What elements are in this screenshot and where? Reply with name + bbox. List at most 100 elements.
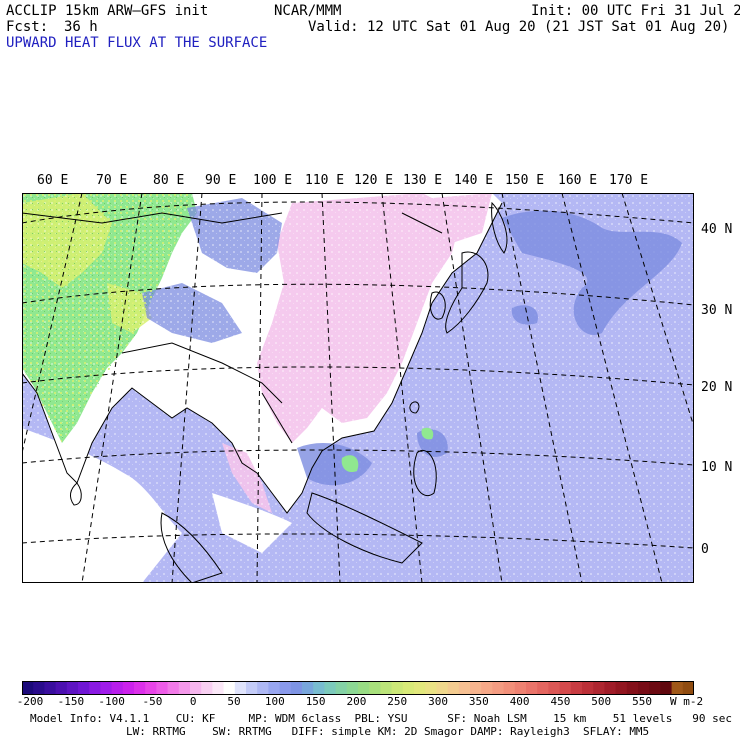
colorbar-tick-label: 450	[550, 695, 571, 708]
colorbar-swatch	[425, 681, 437, 695]
colorbar-swatch	[492, 681, 505, 695]
moderate-ocean-patch	[297, 210, 682, 486]
colorbar-swatch	[638, 681, 650, 695]
model-title: ACCLIP 15km ARW–GFS init	[6, 3, 209, 19]
colorbar-swatch	[447, 681, 460, 695]
colorbar-swatch	[346, 681, 359, 695]
colorbar-swatch	[302, 681, 314, 695]
model-info-line1: Model Info: V4.1.1 CU: KF MP: WDM 6class…	[30, 712, 732, 725]
colorbar-swatch	[660, 681, 673, 695]
colorbar-swatch	[246, 681, 258, 695]
colorbar-swatch	[145, 681, 157, 695]
lon-label: 130 E	[403, 173, 443, 188]
colorbar-swatch	[626, 681, 639, 695]
colorbar-swatch	[682, 681, 694, 695]
init-time: Init: 00 UTC Fri 31 Jul 20	[531, 3, 740, 19]
colorbar-swatch	[33, 681, 45, 695]
fcst-value: 36 h	[64, 19, 98, 35]
colorbar-swatch	[100, 681, 113, 695]
colorbar	[22, 681, 694, 695]
colorbar-tick-label: 50	[227, 695, 241, 708]
colorbar-swatch	[279, 681, 292, 695]
colorbar-swatch	[358, 681, 370, 695]
colorbar-swatch	[649, 681, 661, 695]
colorbar-swatch	[593, 681, 605, 695]
colorbar-swatch	[671, 681, 684, 695]
colorbar-swatch	[223, 681, 236, 695]
colorbar-swatch	[111, 681, 124, 695]
colorbar-swatch	[201, 681, 213, 695]
lat-label: 30 N	[701, 303, 733, 318]
colorbar-swatch	[481, 681, 493, 695]
colorbar-swatch	[89, 681, 101, 695]
colorbar-swatch	[369, 681, 381, 695]
lon-label: 110 E	[305, 173, 345, 188]
model-info-line2: LW: RRTMG SW: RRTMG DIFF: simple KM: 2D …	[126, 725, 650, 738]
colorbar-swatch	[122, 681, 135, 695]
colorbar-tick-label: 100	[264, 695, 285, 708]
colorbar-tick-label: 400	[509, 695, 530, 708]
field-title: UPWARD HEAT FLUX AT THE SURFACE	[6, 35, 268, 51]
colorbar-swatch	[190, 681, 202, 695]
colorbar-swatch	[66, 681, 79, 695]
colorbar-swatch	[436, 681, 449, 695]
colorbar-tick-label: -200	[16, 695, 44, 708]
lat-label: 0	[701, 542, 709, 557]
colorbar-swatch	[78, 681, 90, 695]
lon-label: 120 E	[354, 173, 394, 188]
colorbar-swatch	[167, 681, 180, 695]
colorbar-tick-label: -50	[142, 695, 163, 708]
coastlines	[22, 201, 508, 583]
colorbar-swatch	[290, 681, 303, 695]
colorbar-swatch	[503, 681, 516, 695]
colorbar-swatch	[570, 681, 583, 695]
colorbar-swatch	[458, 681, 471, 695]
latlon-grid	[22, 193, 694, 583]
colorbar-swatch	[156, 681, 169, 695]
lon-label: 80 E	[153, 173, 185, 188]
colorbar-swatch	[559, 681, 572, 695]
colorbar-tick-label: 200	[346, 695, 367, 708]
lon-label: 160 E	[558, 173, 598, 188]
colorbar-tick-label: -150	[57, 695, 85, 708]
colorbar-tick-label: 250	[387, 695, 408, 708]
org-label: NCAR/MMM	[274, 3, 342, 19]
colorbar-swatch	[44, 681, 57, 695]
lon-label: 60 E	[37, 173, 69, 188]
lon-label: 150 E	[505, 173, 545, 188]
colorbar-swatch	[582, 681, 594, 695]
colorbar-swatch	[212, 681, 225, 695]
lat-label: 40 N	[701, 222, 733, 237]
colorbar-unit: W m-2	[670, 695, 704, 708]
colorbar-swatch	[402, 681, 415, 695]
colorbar-swatch	[414, 681, 426, 695]
fcst-label: Fcst:	[6, 19, 49, 35]
colorbar-swatch	[514, 681, 527, 695]
colorbar-swatch	[234, 681, 247, 695]
colorbar-swatch	[268, 681, 281, 695]
colorbar-swatch	[134, 681, 146, 695]
colorbar-swatch	[604, 681, 617, 695]
heat-flux-map	[22, 193, 694, 583]
colorbar-swatch	[615, 681, 628, 695]
colorbar-swatch	[55, 681, 68, 695]
colorbar-tick-label: 150	[305, 695, 326, 708]
map-frame	[22, 193, 694, 583]
colorbar-tick-label: 350	[468, 695, 489, 708]
colorbar-swatch	[526, 681, 538, 695]
colorbar-swatch	[178, 681, 191, 695]
colorbar-swatch	[548, 681, 561, 695]
lon-label: 90 E	[205, 173, 237, 188]
valid-time: Valid: 12 UTC Sat 01 Aug 20 (21 JST Sat …	[308, 19, 730, 35]
colorbar-tick-label: 550	[632, 695, 652, 708]
colorbar-tick-label: -100	[98, 695, 125, 708]
colorbar-swatch	[257, 681, 269, 695]
lon-label: 70 E	[96, 173, 128, 188]
lat-label: 10 N	[701, 460, 733, 475]
lon-label: 140 E	[454, 173, 494, 188]
colorbar-swatch	[335, 681, 348, 695]
colorbar-swatch	[470, 681, 482, 695]
lat-label: 20 N	[701, 380, 733, 395]
colorbar-swatch	[324, 681, 337, 695]
colorbar-tick-label: 500	[591, 695, 612, 708]
